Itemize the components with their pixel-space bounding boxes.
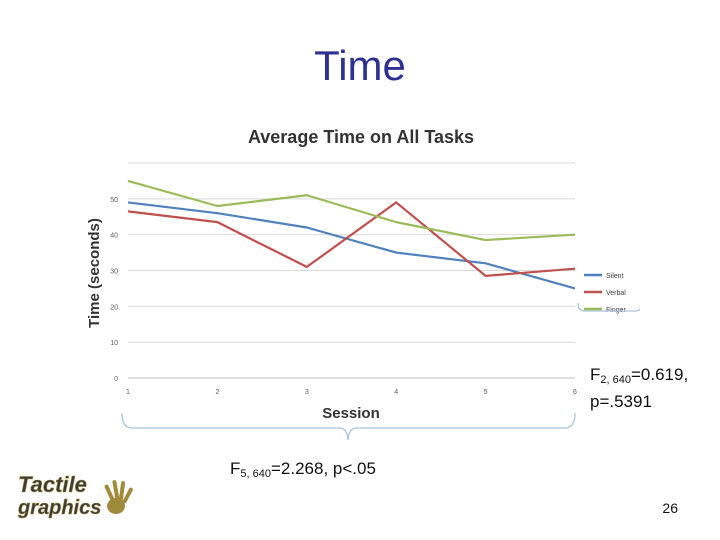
session-bracket [121, 412, 576, 441]
x-tick-label: 6 [573, 389, 577, 396]
time-line-chart: Average Time on All Tasks Time (seconds)… [86, 127, 640, 441]
x-axis-label: Session [322, 405, 380, 422]
series-line-verbal [127, 201, 576, 277]
condition-stat-f: F [590, 365, 601, 384]
condition-stat-df: 2, 640 [600, 374, 631, 386]
x-tick-label: 5 [484, 389, 488, 396]
tactile-graphics-logo: Tactile graphics [17, 472, 133, 519]
legend-label-verbal: Verbal [606, 290, 626, 297]
chart-title: Average Time on All Tasks [248, 127, 474, 147]
y-tick-label: 40 [110, 233, 118, 240]
session-stat: F5, 640=2.268, p<.05 [230, 458, 376, 485]
session-stat-value: =2.268, p<.05 [270, 459, 376, 478]
y-tick-label: 0 [114, 376, 118, 383]
condition-stat: F2, 640=0.619, p=.5391 [590, 364, 688, 413]
x-tick-label: 2 [215, 389, 219, 396]
y-tick-label: 10 [110, 340, 118, 347]
x-tick-label: 3 [305, 389, 309, 396]
y-tick-label: 30 [110, 269, 118, 276]
x-tick-labels: 1 2 3 4 5 6 [126, 389, 577, 396]
series-line-silent [127, 201, 576, 290]
slide-title: Time [314, 42, 406, 89]
logo-text-bottom: graphics [17, 497, 101, 519]
series-lines [127, 179, 576, 290]
x-tick-label: 1 [126, 389, 130, 396]
x-tick-label: 4 [394, 389, 398, 396]
y-axis-label: Time (seconds) [86, 218, 103, 328]
logo-text-top: Tactile [18, 472, 87, 497]
y-tick-labels: 0 10 20 30 40 50 [110, 197, 118, 383]
series-line-finger [127, 179, 576, 242]
legend-bracket [577, 302, 640, 312]
condition-stat-value: =0.619, [630, 365, 689, 384]
session-stat-df: 5, 640 [240, 468, 271, 480]
session-stat-f: F [230, 459, 241, 478]
condition-stat-p: p=.5391 [590, 392, 652, 411]
y-tick-label: 20 [110, 304, 118, 311]
page-number: 26 [662, 500, 678, 516]
y-tick-label: 50 [110, 197, 118, 204]
legend-label-silent: Silent [606, 273, 624, 280]
hand-icon [104, 480, 133, 514]
